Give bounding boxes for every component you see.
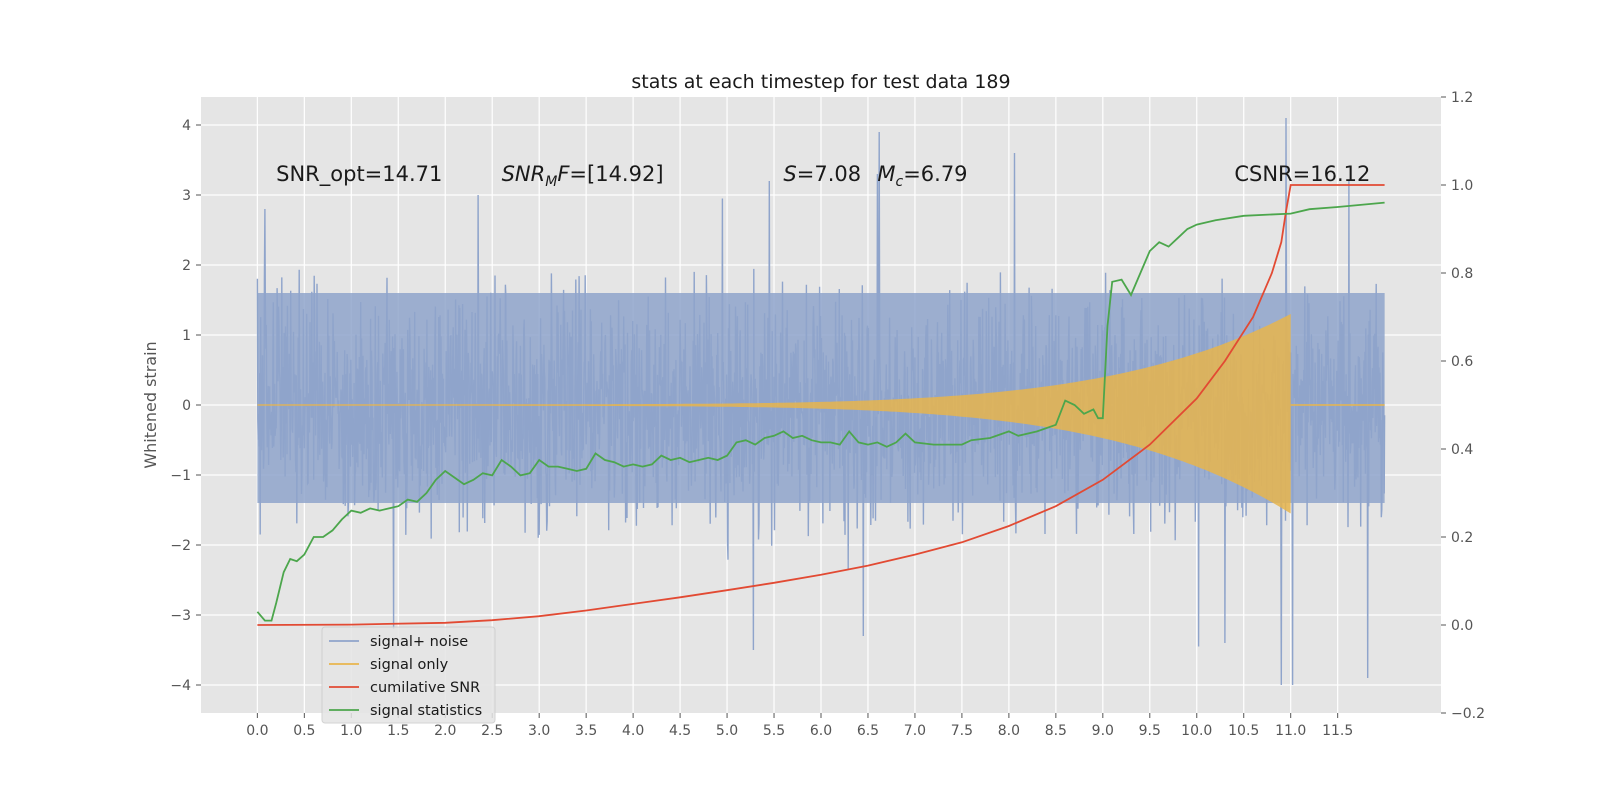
x-tick-label-22: 11.0 xyxy=(1275,723,1306,739)
annotation-2: S=7.08 xyxy=(783,162,861,186)
y-tick-label-2: 2 xyxy=(182,258,191,274)
y2-tick-label-2: 0.8 xyxy=(1451,266,1473,282)
x-tick-label-2: 1.0 xyxy=(340,723,362,739)
legend-label-0: signal+ noise xyxy=(370,634,468,650)
x-tick-label-1: 0.5 xyxy=(293,723,315,739)
y2-tick-label-6: 0.0 xyxy=(1451,618,1473,634)
y2-tick-label-5: 0.2 xyxy=(1451,530,1473,546)
x-tick-label-4: 2.0 xyxy=(434,723,456,739)
x-tick-label-23: 11.5 xyxy=(1322,723,1353,739)
y-tick-label-7: −3 xyxy=(170,608,191,624)
cumilative-snr-line xyxy=(257,184,1385,626)
x-tick-label-17: 8.5 xyxy=(1045,723,1067,739)
x-tick-label-12: 6.0 xyxy=(810,723,832,739)
x-tick-label-11: 5.5 xyxy=(763,723,785,739)
legend-label-1: signal only xyxy=(370,657,449,673)
x-tick-label-21: 10.5 xyxy=(1228,723,1259,739)
x-tick-label-18: 9.0 xyxy=(1092,723,1114,739)
signal-statistics-line xyxy=(256,201,1385,622)
x-tick-label-5: 2.5 xyxy=(481,723,503,739)
x-tick-label-0: 0.0 xyxy=(246,723,268,739)
x-tick-label-20: 10.0 xyxy=(1181,723,1212,739)
chart-title: stats at each timestep for test data 189 xyxy=(631,71,1010,93)
y-tick-label-4: 0 xyxy=(182,398,191,414)
y-tick-label-3: 1 xyxy=(182,328,191,344)
legend-label-3: signal statistics xyxy=(370,703,482,719)
x-tick-label-19: 9.5 xyxy=(1139,723,1161,739)
y-tick-label-0: 4 xyxy=(182,118,191,134)
legend: signal+ noise signal only cumilative SNR si… xyxy=(321,626,496,724)
x-tick-label-8: 4.0 xyxy=(622,723,644,739)
y-axis-label: Whitened strain xyxy=(141,341,160,468)
legend-label-2: cumilative SNR xyxy=(370,680,480,696)
y2-tick-label-7: −0.2 xyxy=(1451,706,1485,722)
x-tick-label-16: 8.0 xyxy=(998,723,1020,739)
y-tick-label-8: −4 xyxy=(170,678,191,694)
x-tick-label-6: 3.0 xyxy=(528,723,550,739)
x-tick-label-13: 6.5 xyxy=(857,723,879,739)
annotation-0: SNR_opt=14.71 xyxy=(276,162,442,187)
y-tick-label-6: −2 xyxy=(170,538,191,554)
x-tick-label-14: 7.0 xyxy=(904,723,926,739)
x-tick-label-10: 5.0 xyxy=(716,723,738,739)
y2-tick-label-3: 0.6 xyxy=(1451,354,1473,370)
y-tick-label-1: 3 xyxy=(182,188,191,204)
y2-tick-label-0: 1.2 xyxy=(1451,90,1473,106)
series-right-axis xyxy=(256,184,1385,626)
legend-box xyxy=(321,626,496,724)
y2-tick-label-4: 0.4 xyxy=(1451,442,1473,458)
annotation-1: SNRMF=[14.92] xyxy=(502,162,664,190)
y-tick-label-5: −1 xyxy=(170,468,191,484)
x-tick-label-3: 1.5 xyxy=(387,723,409,739)
x-tick-label-15: 7.5 xyxy=(951,723,973,739)
annotation-4: CSNR=16.12 xyxy=(1234,162,1370,186)
annotations: SNR_opt=14.71 SNRMF=[14.92] S=7.08 Mc=6.79 C… xyxy=(276,162,1370,190)
y2-tick-label-1: 1.0 xyxy=(1451,178,1473,194)
x-tick-label-7: 3.5 xyxy=(575,723,597,739)
axis-ticks: 0.0 0.5 1.0 1.5 2.0 2.5 3.0 3.5 4.0 4.5 5.0 5.5 6.0 6… xyxy=(170,90,1485,739)
annotation-3: Mc=6.79 xyxy=(877,162,967,190)
x-tick-label-9: 4.5 xyxy=(669,723,691,739)
